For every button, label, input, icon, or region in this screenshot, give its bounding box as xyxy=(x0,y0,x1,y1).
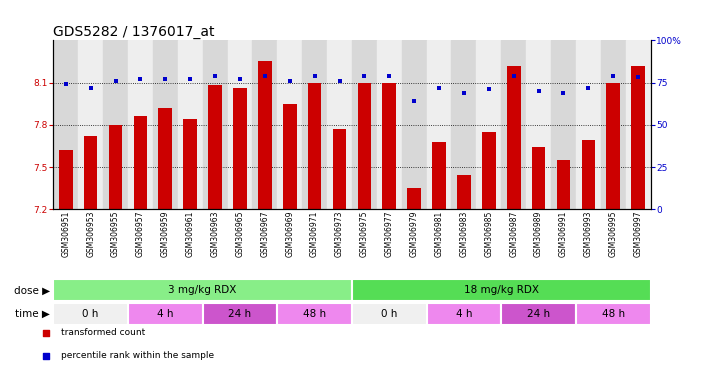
Point xyxy=(259,73,270,79)
Bar xyxy=(302,40,327,209)
Bar xyxy=(159,108,172,209)
Bar xyxy=(402,40,427,209)
Bar xyxy=(333,129,346,209)
Bar xyxy=(427,303,501,325)
Point xyxy=(159,76,171,82)
Bar xyxy=(84,136,97,209)
Bar xyxy=(358,83,371,209)
Bar xyxy=(53,40,78,209)
Point xyxy=(384,73,395,79)
Text: 24 h: 24 h xyxy=(228,309,252,319)
Point xyxy=(358,73,370,79)
Bar xyxy=(501,303,576,325)
Point xyxy=(185,76,196,82)
Point xyxy=(109,78,121,84)
Bar xyxy=(451,40,476,209)
Bar xyxy=(407,188,421,209)
Point xyxy=(85,84,97,91)
Point xyxy=(220,178,231,184)
Bar xyxy=(457,175,471,209)
Point xyxy=(633,74,644,81)
Bar xyxy=(178,40,203,209)
Text: 0 h: 0 h xyxy=(82,309,99,319)
Bar xyxy=(128,303,203,325)
Point xyxy=(583,84,594,91)
Point xyxy=(508,73,519,79)
Point xyxy=(60,81,71,87)
Point xyxy=(309,73,320,79)
Text: dose ▶: dose ▶ xyxy=(14,285,50,295)
Text: 48 h: 48 h xyxy=(602,309,625,319)
Bar xyxy=(203,303,277,325)
Bar xyxy=(476,40,501,209)
Bar xyxy=(128,40,153,209)
Text: 3 mg/kg RDX: 3 mg/kg RDX xyxy=(169,285,237,295)
Bar xyxy=(352,303,427,325)
Text: GDS5282 / 1376017_at: GDS5282 / 1376017_at xyxy=(53,25,215,39)
Bar xyxy=(377,40,402,209)
Point xyxy=(333,78,345,84)
Bar xyxy=(576,303,651,325)
Bar xyxy=(277,40,302,209)
Bar xyxy=(352,40,377,209)
Point xyxy=(433,84,445,91)
Bar xyxy=(252,40,277,209)
Bar xyxy=(582,140,595,209)
Bar xyxy=(283,104,296,209)
Bar xyxy=(532,147,545,209)
Bar xyxy=(327,40,352,209)
Text: 4 h: 4 h xyxy=(157,309,173,319)
Text: transformed count: transformed count xyxy=(60,328,145,337)
Bar xyxy=(383,83,396,209)
Bar xyxy=(258,61,272,209)
Bar xyxy=(501,40,526,209)
Point xyxy=(284,78,296,84)
Text: 4 h: 4 h xyxy=(456,309,472,319)
Bar xyxy=(557,160,570,209)
Bar xyxy=(601,40,626,209)
Bar xyxy=(631,66,645,209)
Bar xyxy=(277,303,352,325)
Bar xyxy=(103,40,128,209)
Point xyxy=(483,86,494,93)
Text: percentile rank within the sample: percentile rank within the sample xyxy=(60,351,214,361)
Point xyxy=(533,88,545,94)
Bar xyxy=(228,40,252,209)
Bar xyxy=(427,40,451,209)
Bar xyxy=(183,119,197,209)
Bar xyxy=(526,40,551,209)
Bar xyxy=(208,85,222,209)
Bar xyxy=(606,83,620,209)
Bar xyxy=(576,40,601,209)
Point xyxy=(135,76,146,82)
Bar xyxy=(352,280,651,301)
Text: 18 mg/kg RDX: 18 mg/kg RDX xyxy=(464,285,539,295)
Text: 48 h: 48 h xyxy=(303,309,326,319)
Text: time ▶: time ▶ xyxy=(15,309,50,319)
Bar xyxy=(626,40,651,209)
Bar xyxy=(153,40,178,209)
Point xyxy=(458,89,469,96)
Point xyxy=(209,73,220,79)
Bar xyxy=(134,116,147,209)
Bar xyxy=(432,142,446,209)
Bar xyxy=(53,280,352,301)
Bar xyxy=(551,40,576,209)
Bar xyxy=(109,125,122,209)
Point xyxy=(408,98,419,104)
Bar xyxy=(53,303,128,325)
Bar xyxy=(203,40,228,209)
Bar xyxy=(482,132,496,209)
Text: 0 h: 0 h xyxy=(381,309,397,319)
Point xyxy=(557,89,569,96)
Bar xyxy=(308,83,321,209)
Point xyxy=(607,73,619,79)
Bar xyxy=(78,40,103,209)
Bar xyxy=(233,88,247,209)
Point xyxy=(234,76,246,82)
Text: 24 h: 24 h xyxy=(527,309,550,319)
Bar xyxy=(59,150,73,209)
Bar xyxy=(507,66,520,209)
